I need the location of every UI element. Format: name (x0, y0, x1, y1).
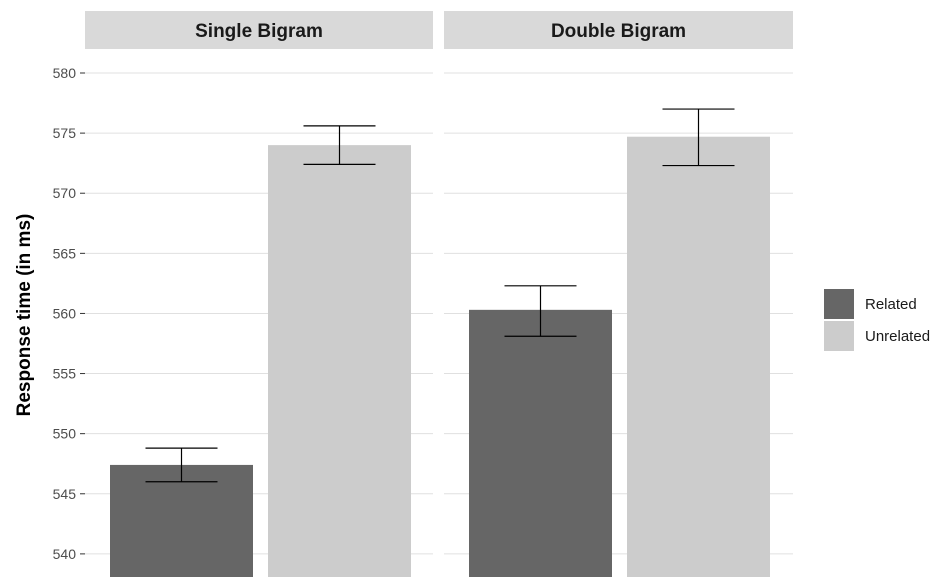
y-tick-label: 540 (53, 546, 77, 562)
facet-panel: Single Bigram (85, 11, 433, 577)
bar-unrelated (268, 145, 411, 577)
legend-key-unrelated (824, 321, 854, 351)
y-tick-label: 570 (53, 185, 77, 201)
error-bar (303, 125, 376, 165)
legend-label: Unrelated (865, 328, 930, 345)
y-axis-title: Response time (in ms) (14, 214, 35, 417)
error-bar (662, 108, 735, 167)
error-bar (145, 447, 218, 483)
facet-strip-label: Single Bigram (195, 21, 323, 42)
y-tick-label: 580 (53, 65, 77, 81)
bar-unrelated (627, 136, 770, 577)
y-tick-label: 550 (53, 426, 77, 442)
legend-label: Related (865, 296, 917, 313)
y-tick-label: 575 (53, 125, 77, 141)
facet-strip-label: Double Bigram (551, 21, 686, 42)
facet-strip (85, 11, 433, 49)
bar-related (469, 309, 612, 577)
y-tick-label: 545 (53, 486, 77, 502)
legend: Related Unrelated (824, 289, 930, 351)
legend-key-related (824, 289, 854, 319)
y-axis: 540 545 550 555 560 565 570 575 580 (53, 65, 85, 562)
y-tick-label: 555 (53, 366, 77, 382)
bar-related (110, 464, 253, 577)
facet-panels: Single Bigram Double Bigram (85, 11, 793, 577)
y-tick-label: 560 (53, 305, 77, 321)
error-bar (504, 285, 577, 337)
y-tick-label: 565 (53, 245, 77, 261)
facet-panel: Double Bigram (444, 11, 793, 577)
facet-strip (444, 11, 793, 49)
